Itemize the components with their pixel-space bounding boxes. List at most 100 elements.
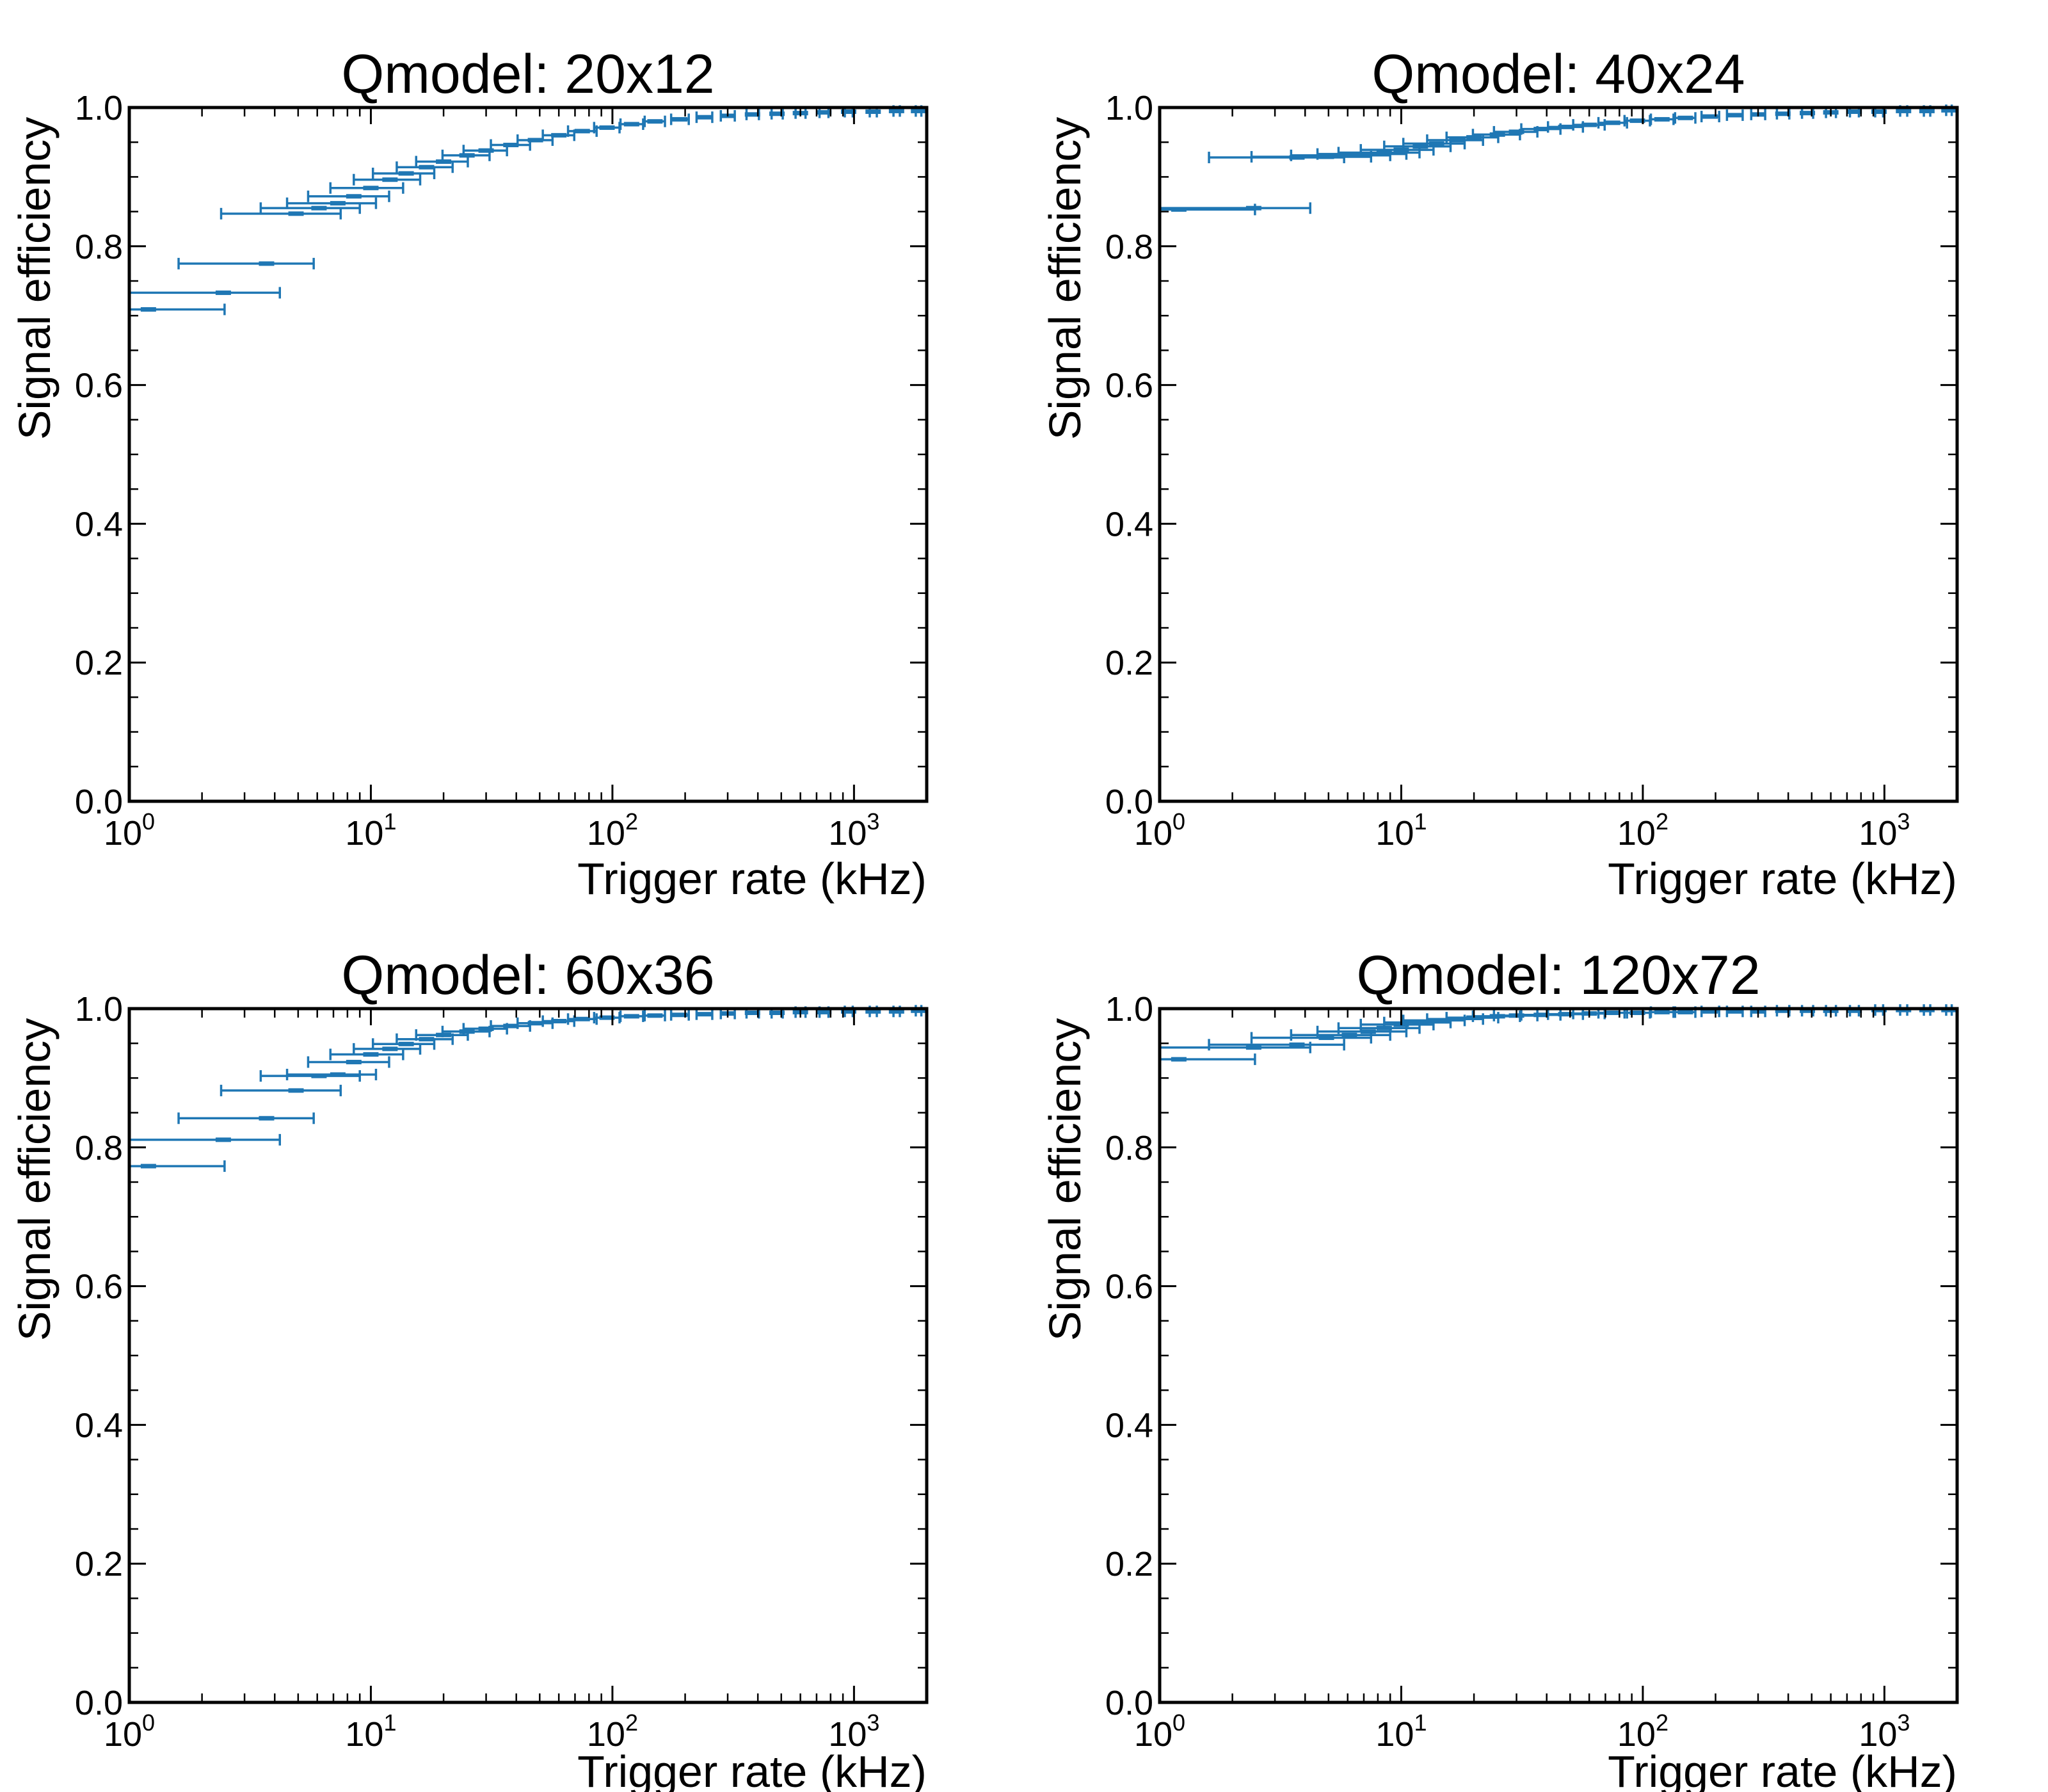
point-marker xyxy=(311,205,327,211)
y-tick-label: 1.0 xyxy=(75,990,123,1028)
point-marker xyxy=(419,164,435,170)
point-marker xyxy=(647,1013,663,1018)
data-point xyxy=(128,1160,226,1172)
data-point xyxy=(220,1084,342,1096)
point-marker xyxy=(1558,1012,1574,1017)
point-marker xyxy=(623,1014,639,1019)
point-marker xyxy=(346,1059,362,1064)
x-tick-label: 103 xyxy=(1859,1709,1910,1754)
data-point xyxy=(462,1023,508,1035)
data-point xyxy=(619,118,644,131)
point-marker xyxy=(478,148,494,153)
data-point xyxy=(371,167,436,179)
point-marker xyxy=(459,1029,475,1034)
y-tick-label: 0.6 xyxy=(1105,367,1153,405)
point-marker xyxy=(1846,109,1862,115)
x-tick-label: 100 xyxy=(1134,1709,1185,1754)
point-marker xyxy=(1677,115,1693,120)
point-marker xyxy=(215,1137,231,1142)
point-marker xyxy=(1360,152,1376,157)
point-marker xyxy=(551,1019,567,1024)
point-marker xyxy=(1654,116,1670,122)
data-point xyxy=(1471,129,1521,141)
point-marker xyxy=(574,1016,590,1021)
y-tick-label: 1.0 xyxy=(1105,89,1153,127)
y-tick-label: 0.8 xyxy=(75,1129,123,1167)
data-point xyxy=(1572,119,1606,131)
point-marker xyxy=(436,159,452,164)
point-marker xyxy=(259,1116,275,1121)
data-point xyxy=(307,190,390,202)
point-marker xyxy=(1341,153,1357,158)
point-marker xyxy=(140,1164,156,1169)
point-marker xyxy=(1428,141,1444,146)
point-marker xyxy=(840,1009,856,1014)
series-points xyxy=(1158,104,1957,216)
y-ticks: 0.0 0.2 0.4 0.6 0.8 1.0 xyxy=(1105,89,1957,821)
data-point xyxy=(619,1010,644,1022)
data-point xyxy=(128,1133,282,1146)
point-marker xyxy=(840,109,856,115)
point-marker xyxy=(346,194,362,199)
plot-area: 0.0 0.2 0.4 0.6 0.8 1.0 100 101 102 103 xyxy=(75,89,929,852)
point-marker xyxy=(1508,129,1524,134)
data-point xyxy=(1597,116,1628,129)
data-point xyxy=(1158,204,1256,216)
point-marker xyxy=(1604,120,1620,125)
point-marker xyxy=(865,1009,881,1014)
point-marker xyxy=(1846,1008,1862,1013)
point-marker xyxy=(1318,1036,1334,1041)
point-marker xyxy=(1775,1008,1791,1013)
panel-4: Qmodel: 120x72 Signal efficiency Trigger… xyxy=(1040,945,1959,1792)
data-point xyxy=(462,145,508,157)
y-tick-label: 0.4 xyxy=(75,505,123,543)
point-marker xyxy=(398,1041,414,1046)
point-marker xyxy=(1800,111,1816,116)
point-marker xyxy=(1318,154,1334,159)
point-marker xyxy=(599,1015,615,1020)
data-point xyxy=(128,287,282,299)
data-point xyxy=(329,182,404,194)
point-marker xyxy=(382,1046,398,1052)
data-point xyxy=(1158,1041,1312,1053)
point-marker xyxy=(259,261,275,266)
x-tick-label: 101 xyxy=(1375,1709,1427,1754)
point-marker xyxy=(1533,1012,1549,1018)
x-tick-label: 102 xyxy=(587,1709,638,1754)
point-marker xyxy=(865,109,881,115)
point-marker xyxy=(382,177,398,182)
x-tick-label: 101 xyxy=(345,1709,396,1754)
x-ticks: 100 101 102 103 xyxy=(1134,108,1958,852)
y-tick-label: 0.8 xyxy=(1105,1129,1153,1167)
point-marker xyxy=(1558,124,1574,129)
panel-title: Qmodel: 20x12 xyxy=(341,44,714,105)
y-axis-label: Signal efficiency xyxy=(1040,117,1090,440)
point-marker xyxy=(1428,1018,1444,1023)
axes-frame xyxy=(1158,106,1959,803)
point-marker xyxy=(527,138,543,143)
point-marker xyxy=(1654,1009,1670,1014)
y-ticks: 0.0 0.2 0.4 0.6 0.8 1.0 xyxy=(75,89,927,821)
data-point xyxy=(128,303,226,316)
x-axis-label: Trigger rate (kHz) xyxy=(577,1747,927,1792)
point-marker xyxy=(551,132,567,138)
point-marker xyxy=(1896,108,1912,113)
plot-area: 0.0 0.2 0.4 0.6 0.8 1.0 100 101 102 103 xyxy=(1105,990,1959,1754)
data-point xyxy=(177,257,315,269)
point-marker xyxy=(1360,1029,1376,1034)
point-marker xyxy=(816,1009,832,1014)
data-point xyxy=(1492,125,1539,138)
point-marker xyxy=(911,108,927,113)
y-axis-label: Signal efficiency xyxy=(1040,1018,1090,1341)
point-marker xyxy=(311,1073,327,1078)
data-point xyxy=(1775,1005,1791,1017)
y-tick-label: 0.4 xyxy=(1105,1406,1153,1444)
point-marker xyxy=(647,119,663,124)
point-marker xyxy=(1393,147,1409,152)
x-tick-label: 103 xyxy=(828,1709,879,1754)
point-marker xyxy=(1341,1032,1357,1037)
y-tick-label: 0.0 xyxy=(1105,783,1153,821)
point-marker xyxy=(769,1011,785,1016)
point-marker xyxy=(574,129,590,134)
